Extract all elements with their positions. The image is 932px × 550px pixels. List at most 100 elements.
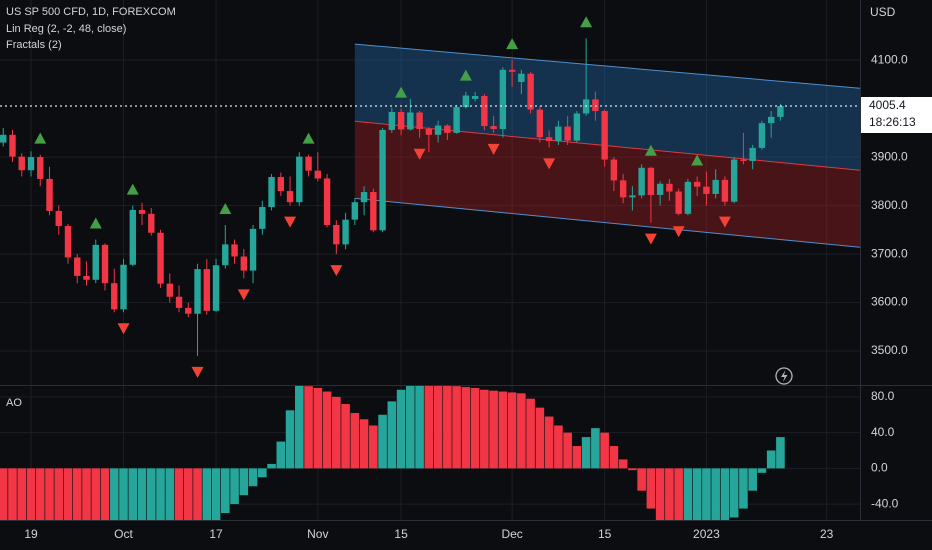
ao-bar bbox=[211, 468, 221, 520]
ao-bar bbox=[82, 468, 91, 520]
candle-body bbox=[656, 183, 664, 195]
ao-bar bbox=[359, 419, 369, 469]
ao-bar bbox=[248, 468, 258, 487]
ao-bar bbox=[285, 410, 295, 469]
y-tick-label: 3900.0 bbox=[871, 149, 908, 163]
y-tick-label: 3700.0 bbox=[871, 246, 908, 260]
fractal-down bbox=[191, 366, 204, 378]
ao-bar bbox=[600, 432, 609, 469]
candle-body bbox=[379, 129, 386, 231]
fractal-up bbox=[459, 69, 472, 81]
ao-bar bbox=[739, 468, 748, 509]
labels: US SP 500 CFD, 1D, FOREXCOM Lin Reg (2, … bbox=[6, 5, 908, 541]
ao-bar bbox=[63, 468, 73, 520]
y-tick-label: -40.0 bbox=[871, 496, 899, 510]
lin-reg-upper-line bbox=[354, 43, 860, 89]
candle-body bbox=[407, 112, 414, 130]
ao-bar bbox=[202, 468, 212, 520]
ao-bar bbox=[239, 468, 249, 496]
y-tick-label: 40.0 bbox=[871, 425, 895, 439]
ao-bar bbox=[128, 468, 138, 520]
candle-body bbox=[767, 116, 775, 124]
candle-body bbox=[314, 170, 322, 179]
ao-bar bbox=[637, 468, 646, 491]
ao-bar bbox=[646, 468, 656, 509]
fractal-up bbox=[219, 202, 232, 214]
lin-reg-lower-line bbox=[354, 197, 860, 248]
ao-bar bbox=[443, 386, 452, 469]
ao-title: AO bbox=[6, 397, 22, 409]
fractal-down bbox=[543, 158, 556, 170]
fractal-down bbox=[672, 226, 685, 238]
ao-bar bbox=[183, 468, 193, 520]
ao-bar bbox=[507, 392, 517, 469]
ao-bar bbox=[72, 468, 82, 520]
candle-body bbox=[601, 111, 608, 160]
candle-body bbox=[499, 69, 507, 129]
ao-bar bbox=[35, 468, 45, 520]
x-tick-label: 15 bbox=[598, 527, 612, 541]
candle-body bbox=[730, 159, 738, 202]
ao-bar bbox=[498, 391, 508, 469]
candle-body bbox=[101, 244, 109, 284]
candle-body bbox=[37, 157, 44, 179]
candle-body bbox=[592, 99, 599, 112]
ao-bar bbox=[369, 425, 378, 469]
x-tick-label: 15 bbox=[394, 527, 408, 541]
candle-body bbox=[712, 179, 719, 194]
ao-bar bbox=[91, 468, 101, 520]
candle-body bbox=[434, 125, 442, 135]
last-price-tag bbox=[861, 96, 932, 133]
candle-body bbox=[425, 128, 433, 135]
candle-body bbox=[333, 224, 340, 245]
ao-bar bbox=[378, 414, 387, 469]
ao-bar bbox=[220, 468, 230, 514]
ao-bar bbox=[304, 386, 313, 469]
candle-body bbox=[416, 112, 423, 129]
fractal-down bbox=[413, 148, 426, 160]
ao-bar bbox=[720, 468, 730, 520]
candle-body bbox=[629, 195, 636, 198]
replay-icon[interactable] bbox=[775, 367, 793, 385]
ao-bar bbox=[572, 446, 582, 469]
fractal-up bbox=[644, 144, 657, 156]
candle-body bbox=[64, 225, 72, 258]
candle-body bbox=[684, 181, 692, 214]
fractal-up bbox=[691, 154, 704, 166]
ao-bar bbox=[776, 437, 785, 469]
candle-body bbox=[212, 265, 220, 311]
fractal-down bbox=[644, 233, 657, 245]
ao-bar bbox=[526, 398, 535, 469]
ao-bar bbox=[45, 468, 54, 520]
candle-body bbox=[166, 283, 173, 297]
ao-bar bbox=[563, 432, 572, 469]
fractal-up bbox=[580, 16, 593, 28]
fractal-down bbox=[330, 265, 343, 277]
ao-bar bbox=[26, 468, 36, 520]
ao-bar bbox=[489, 390, 498, 469]
countdown-label: 18:26:13 bbox=[869, 115, 916, 129]
candle-body bbox=[231, 244, 238, 257]
ao-bar bbox=[174, 468, 184, 520]
candle-body bbox=[545, 137, 553, 142]
ao-bar bbox=[729, 468, 739, 518]
y-tick-label: 80.0 bbox=[871, 389, 895, 403]
ao-bar bbox=[322, 391, 332, 469]
candle-body bbox=[323, 178, 331, 225]
candle-body bbox=[148, 213, 155, 233]
ao-bar bbox=[258, 468, 267, 478]
ao-bar bbox=[146, 468, 156, 520]
candle-body bbox=[138, 209, 146, 214]
candle-body bbox=[351, 202, 359, 220]
candle-body bbox=[527, 73, 534, 110]
last-price-label: 4005.4 bbox=[869, 98, 906, 112]
candle-body bbox=[610, 159, 618, 181]
price-grid bbox=[0, 0, 860, 520]
candle-body bbox=[675, 191, 682, 214]
candle-body bbox=[481, 96, 488, 127]
candle-body bbox=[471, 96, 479, 99]
candle-body bbox=[185, 307, 192, 314]
candle-body bbox=[27, 157, 35, 171]
candle-body bbox=[92, 244, 99, 280]
